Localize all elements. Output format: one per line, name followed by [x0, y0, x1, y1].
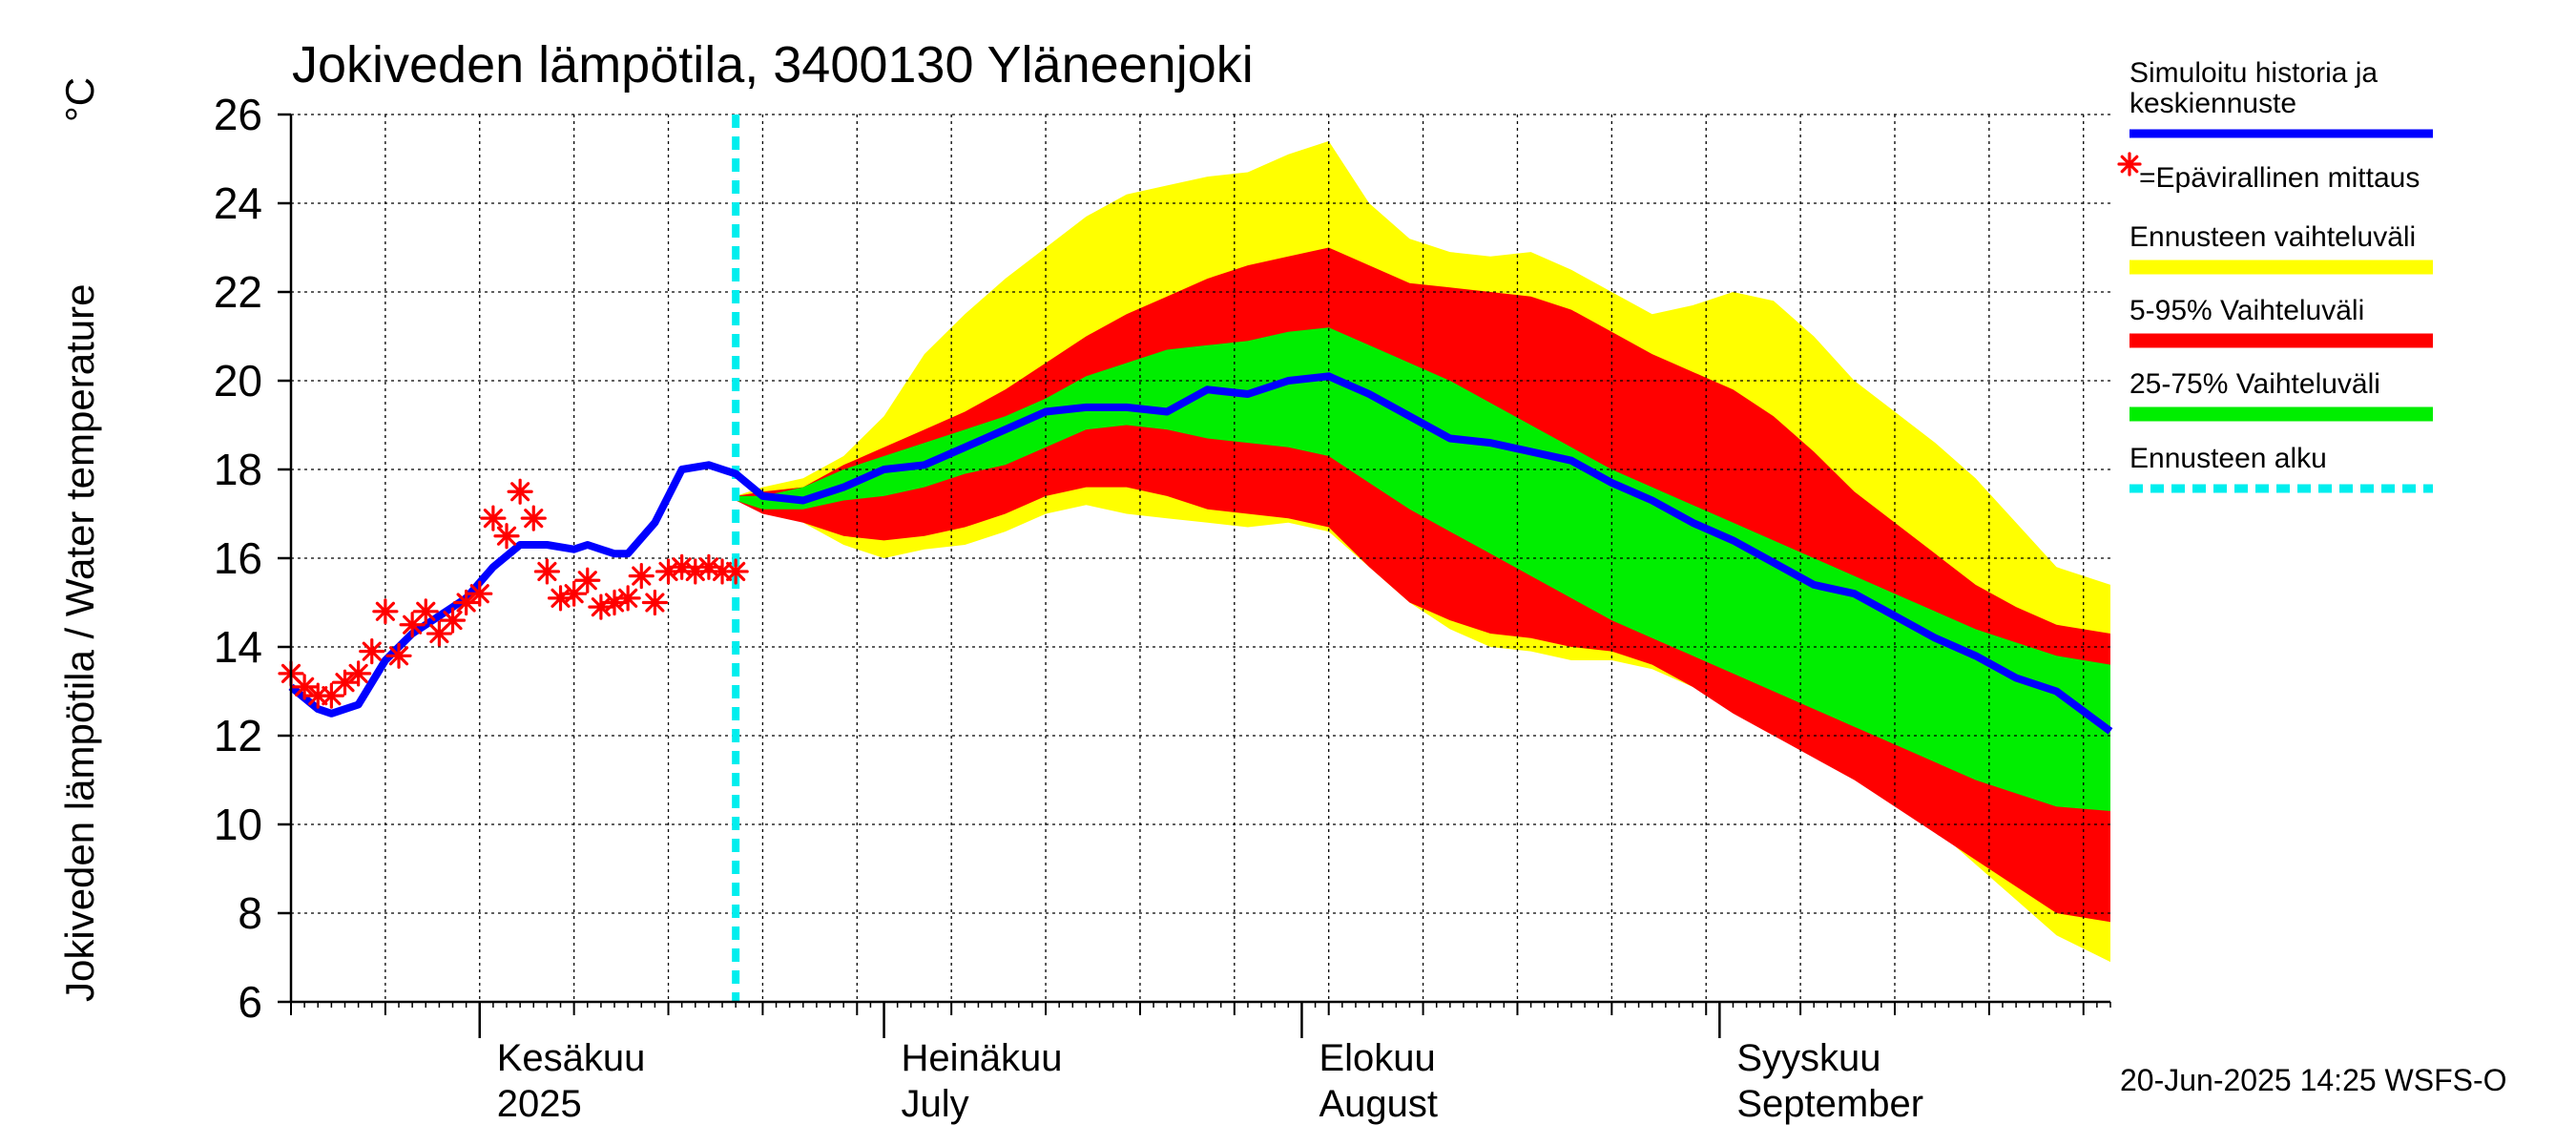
legend-marker-swatch	[2117, 152, 2142, 177]
legend-label: 25-75% Vaihteluväli	[2129, 368, 2380, 400]
legend-label: Simuloitu historia ja	[2129, 57, 2378, 89]
measurement-point	[439, 607, 467, 634]
x-month-label-en: July	[902, 1083, 969, 1125]
axes	[278, 113, 2111, 1038]
measurement-point	[318, 682, 344, 709]
measurement-point	[641, 589, 669, 616]
measurement-point	[372, 598, 399, 625]
y-tick-label: 12	[214, 711, 262, 760]
chart-title: Jokiveden lämpötila, 3400130 Yläneenjoki	[292, 36, 1254, 94]
x-month-label-en: September	[1736, 1083, 1923, 1125]
y-tick-label: 20	[214, 356, 262, 406]
y-axis-label-group: Jokiveden lämpötila / Water temperature …	[57, 77, 102, 1002]
y-tick-labels: 6 8 10 12 14 16 18 20 22 24 26	[214, 90, 262, 1027]
measurement-point	[291, 674, 318, 700]
measurement-point	[574, 567, 601, 593]
legend-item: 25-75% Vaihteluväli	[2129, 368, 2433, 422]
legend-item: Ennusteen vaihteluväli	[2129, 221, 2433, 275]
measurement-point	[345, 660, 372, 687]
measurement-point	[722, 558, 749, 585]
y-tick-label: 6	[238, 977, 262, 1027]
x-month-label-en: 2025	[497, 1083, 582, 1125]
measurement-point	[588, 593, 614, 620]
measurement-point	[614, 585, 641, 612]
measurement-point	[385, 642, 412, 669]
legend-label: 5-95% Vaihteluväli	[2129, 295, 2364, 326]
measurement-point	[709, 558, 736, 585]
median-line	[288, 372, 2113, 735]
median-series	[288, 372, 2113, 735]
x-month-label-fi: Kesäkuu	[497, 1037, 646, 1079]
measurement-point	[533, 558, 560, 585]
y-tick-label: 24	[214, 178, 262, 228]
legend-item: =Epävirallinen mittaus	[2117, 152, 2420, 194]
measurement-point	[467, 580, 493, 607]
measurement-point	[507, 478, 533, 505]
legend-item: Ennusteen alku	[2129, 443, 2433, 493]
footer-timestamp: 20-Jun-2025 14:25 WSFS-O	[2120, 1063, 2507, 1097]
measurement-point	[412, 598, 439, 625]
x-month-label-fi: Heinäkuu	[902, 1037, 1063, 1079]
measurement-point	[304, 682, 331, 709]
legend-label: keskiennuste	[2129, 88, 2296, 119]
y-axis-unit: °C	[57, 77, 102, 122]
measurement-markers	[278, 478, 749, 709]
measurement-point	[399, 612, 426, 638]
y-tick-label: 18	[214, 445, 262, 494]
measurement-point	[493, 523, 520, 550]
measurement-point	[359, 638, 385, 665]
measurement-point	[561, 580, 588, 607]
y-tick-label: 14	[214, 622, 262, 672]
x-month-label-en: August	[1319, 1083, 1438, 1125]
measurement-point	[331, 669, 359, 696]
x-month-label-fi: Syyskuu	[1736, 1037, 1880, 1079]
measurement-point	[628, 562, 654, 590]
measurement-point	[453, 589, 480, 616]
measurement-point	[480, 505, 507, 531]
legend-label: Ennusteen alku	[2129, 443, 2327, 474]
legend-label: =Epävirallinen mittaus	[2139, 162, 2420, 194]
y-tick-label: 8	[238, 888, 262, 938]
legend-label: Ennusteen vaihteluväli	[2129, 221, 2416, 253]
measurement-point	[520, 505, 547, 531]
y-axis-label: Jokiveden lämpötila / Water temperature	[57, 284, 102, 1002]
y-tick-label: 10	[214, 800, 262, 849]
y-tick-label: 16	[214, 533, 262, 583]
y-tick-label: 22	[214, 267, 262, 317]
x-month-label-fi: Elokuu	[1319, 1037, 1435, 1079]
y-tick-label: 26	[214, 90, 262, 139]
legend-item: 5-95% Vaihteluväli	[2129, 295, 2433, 348]
